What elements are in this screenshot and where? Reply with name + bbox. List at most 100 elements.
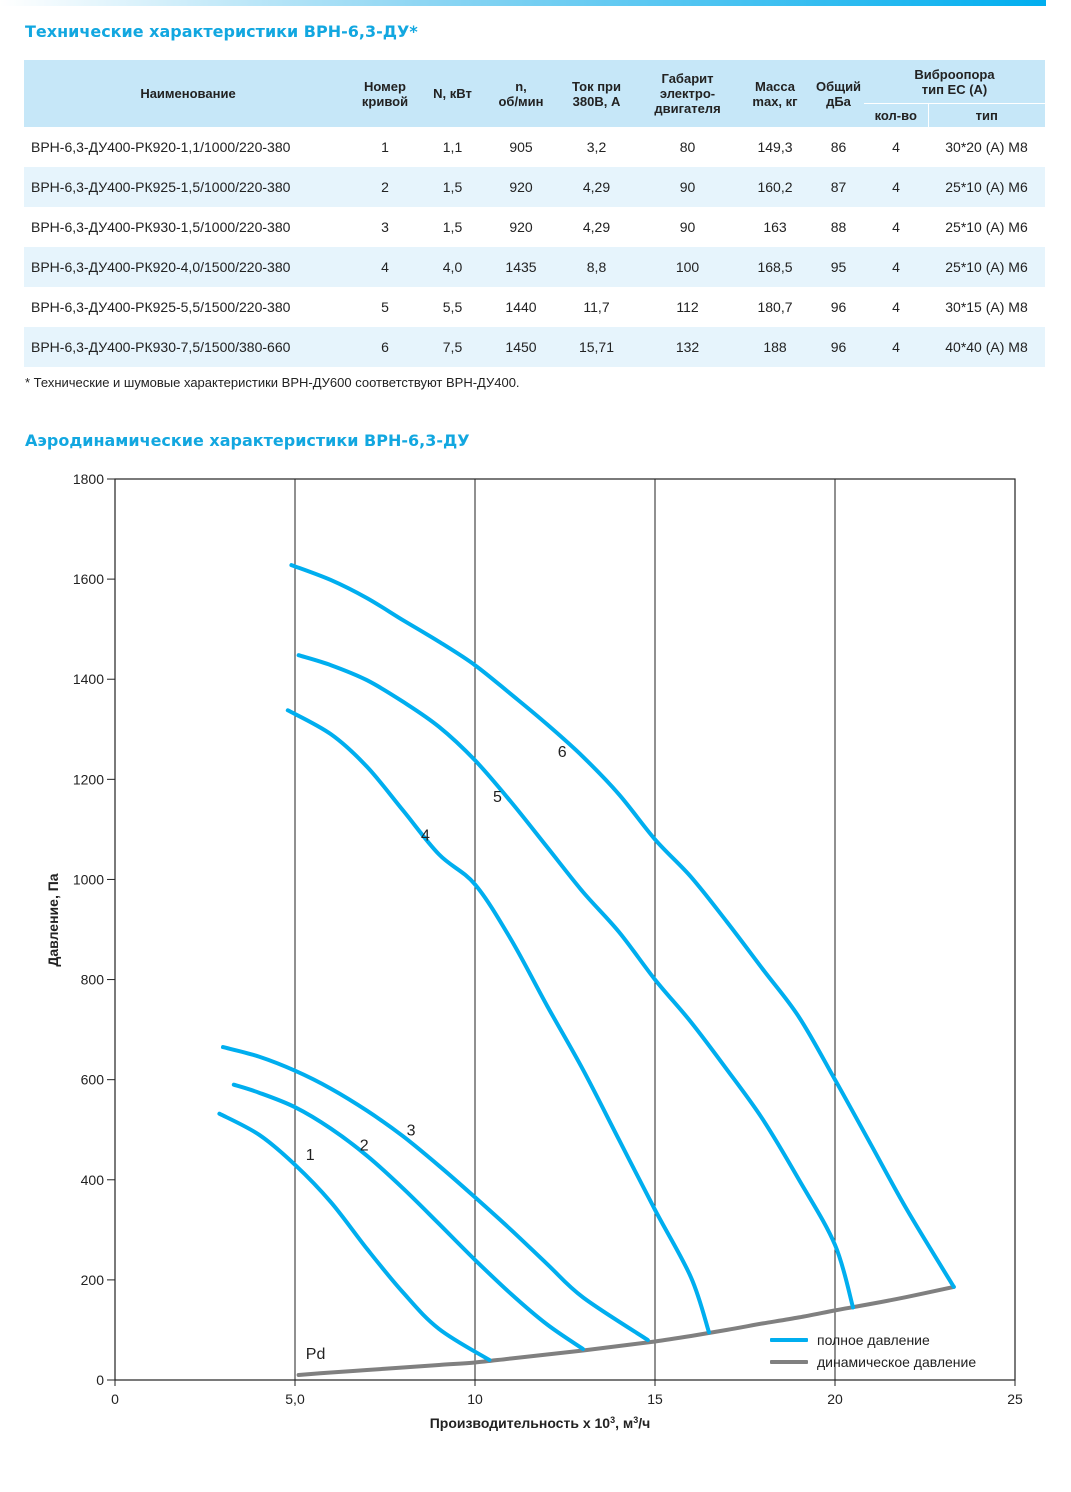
cell-current: 4,29	[582, 219, 611, 235]
cell-noise: 96	[830, 299, 847, 315]
header-motor: Габарит электро-двигателя	[638, 60, 737, 127]
header-mass: Масса max, кг	[737, 60, 813, 127]
cell-qty: 4	[892, 299, 900, 315]
section-title-aero: Аэродинамические характеристики ВРН-6,3-…	[25, 431, 470, 450]
table-row: ВРН-6,3-ДУ400-РК930-7,5/1500/380-660 6 7,5…	[24, 327, 1045, 367]
cell-rpm: 905	[509, 139, 533, 155]
cell-mass: 168,5	[737, 247, 813, 287]
y-tick-label: 1200	[73, 771, 104, 787]
cell-curve: 6	[352, 327, 418, 367]
cell-current: 15,71	[555, 327, 638, 367]
series-label-5: 5	[493, 789, 502, 806]
cell-noise: 88	[830, 219, 847, 235]
y-axis-label: Давление, Па	[45, 873, 61, 966]
legend-label-full: полное давление	[817, 1332, 930, 1348]
series-line-dynamic	[296, 1284, 956, 1377]
cell-name: ВРН-6,3-ДУ400-РК920-1,1/1000/220-380	[31, 139, 291, 155]
cell-qty: 4	[892, 139, 900, 155]
chart-legend: полное давление динамическое давление	[770, 1329, 976, 1373]
x-tick-label: 20	[827, 1391, 843, 1407]
x-tick-label: 25	[1007, 1391, 1023, 1407]
y-tick-label: 200	[81, 1272, 105, 1288]
cell-power: 4,0	[418, 247, 487, 287]
cell-power: 5,5	[442, 299, 463, 315]
series-label-2: 2	[360, 1138, 369, 1155]
header-vibro-type: тип	[927, 103, 1045, 127]
cell-name: ВРН-6,3-ДУ400-РК930-1,5/1000/220-380	[31, 219, 291, 235]
table-row: ВРН-6,3-ДУ400-РК925-1,5/1000/220-380 2 1,5…	[24, 167, 1045, 207]
cell-type: 30*15 (А) М8	[945, 299, 1028, 315]
y-tick-label: 600	[81, 1072, 105, 1088]
series-label-dynamic: Pd	[306, 1346, 326, 1363]
legend-swatch-full	[770, 1338, 808, 1342]
header-current: Ток при 380В, А	[555, 60, 638, 127]
cell-type: 25*10 (А) М6	[928, 247, 1045, 287]
cell-name: ВРН-6,3-ДУ400-РК920-4,0/1500/220-380	[24, 247, 352, 287]
table-row: ВРН-6,3-ДУ400-РК925-5,5/1500/220-380 5 5,5…	[24, 287, 1045, 327]
y-tick-label: 1600	[73, 571, 104, 587]
cell-noise: 87	[813, 167, 864, 207]
cell-curve: 5	[381, 299, 389, 315]
header-rpm: n, об/мин	[487, 60, 555, 127]
cell-rpm: 920	[509, 219, 533, 235]
cell-current: 3,2	[586, 139, 607, 155]
cell-rpm: 920	[487, 167, 555, 207]
cell-qty: 4	[864, 327, 928, 367]
series-line-1	[217, 1111, 492, 1362]
cell-power: 1,1	[442, 139, 463, 155]
cell-curve: 3	[381, 219, 389, 235]
series-line-6	[289, 563, 956, 1289]
table-row: ВРН-6,3-ДУ400-РК920-4,0/1500/220-380 4 4,0…	[24, 247, 1045, 287]
series-line-4	[285, 708, 711, 1335]
y-tick-label: 800	[81, 972, 105, 988]
x-tick-label: 15	[647, 1391, 663, 1407]
series-line-5	[296, 653, 855, 1310]
legend-item-dynamic: динамическое давление	[770, 1351, 976, 1373]
cell-current: 4,29	[555, 167, 638, 207]
cell-motor: 132	[638, 327, 737, 367]
series-line-2	[231, 1082, 585, 1351]
x-axis-label: Производительность х 103, м3/ч	[430, 1415, 651, 1431]
y-tick-label: 1000	[73, 871, 104, 887]
series-label-1: 1	[306, 1147, 315, 1164]
header-vibro: Виброопора тип ЕС (А)	[864, 60, 1045, 104]
cell-curve: 2	[352, 167, 418, 207]
header-curve: Номер кривой	[352, 60, 418, 127]
cell-motor: 90	[679, 219, 696, 235]
y-tick-label: 0	[96, 1372, 104, 1388]
series-label-4: 4	[421, 827, 430, 844]
cell-power: 7,5	[418, 327, 487, 367]
legend-label-dynamic: динамическое давление	[817, 1354, 977, 1370]
cell-curve: 1	[381, 139, 389, 155]
series-label-6: 6	[558, 744, 567, 761]
cell-motor: 112	[676, 299, 699, 315]
cell-mass: 188	[737, 327, 813, 367]
legend-item-full: полное давление	[770, 1329, 976, 1351]
x-tick-label: 0	[111, 1391, 119, 1407]
cell-rpm: 1440	[505, 299, 537, 315]
section-title-specs: Технические характеристики ВРН-6,3-ДУ*	[25, 22, 418, 41]
cell-power: 1,5	[442, 219, 463, 235]
aero-chart: 0 5,0 10 15 20 250200400600800100012001400160…	[45, 471, 1023, 1431]
cell-curve: 4	[352, 247, 418, 287]
cell-rpm: 1450	[487, 327, 555, 367]
header-noise: Общий дБа	[813, 60, 864, 127]
top-accent-bar	[0, 0, 1046, 6]
header-name: Наименование	[24, 60, 352, 127]
legend-swatch-dynamic	[770, 1360, 808, 1364]
cell-motor: 80	[679, 139, 696, 155]
cell-rpm: 1435	[487, 247, 555, 287]
cell-mass: 160,2	[737, 167, 813, 207]
cell-qty: 4	[864, 167, 928, 207]
cell-type: 25*10 (А) М6	[928, 167, 1045, 207]
y-tick-label: 1800	[73, 471, 104, 487]
cell-noise: 86	[830, 139, 847, 155]
y-tick-label: 1400	[73, 671, 104, 687]
footnote: * Технические и шумовые характеристики В…	[25, 375, 520, 390]
cell-name: ВРН-6,3-ДУ400-РК925-1,5/1000/220-380	[24, 167, 352, 207]
cell-motor: 100	[638, 247, 737, 287]
specs-table: Наименование Номер кривой N, кВт n, об/мин…	[24, 60, 1045, 367]
cell-type: 40*40 (А) М8	[928, 327, 1045, 367]
series-line-3	[221, 1045, 650, 1342]
cell-power: 1,5	[418, 167, 487, 207]
